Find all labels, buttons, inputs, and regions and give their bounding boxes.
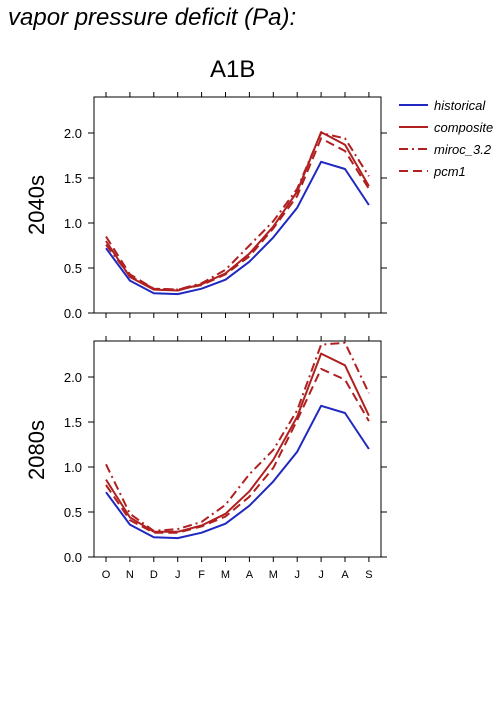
x-tick-label: F	[198, 569, 205, 581]
x-tick-label: S	[365, 569, 372, 581]
x-tick-label: J	[318, 569, 324, 581]
x-tick-label: D	[150, 569, 158, 581]
series-line-composite-2040s	[105, 131, 370, 292]
series-line-pcm1-2080s	[105, 367, 370, 534]
x-tick-label: J	[294, 569, 300, 581]
series-line-pcm1-2040s	[105, 137, 370, 291]
legend-label-pcm1: pcm1	[433, 164, 466, 179]
series-line-miroc-3-2-2080s	[105, 341, 370, 532]
x-tick-label: M	[221, 569, 230, 581]
y-tick-label-2040s: 0.0	[64, 306, 82, 321]
y-tick-label-2040s: 1.5	[64, 171, 82, 186]
series-line-composite-2080s	[105, 352, 370, 533]
legend-label-historical: historical	[434, 98, 486, 113]
plot-frame-2040s	[93, 96, 382, 314]
y-tick-label-2040s: 0.5	[64, 261, 82, 276]
legend-label-miroc-3-2: miroc_3.2	[434, 142, 492, 157]
x-tick-label: A	[246, 569, 254, 581]
series-line-miroc-3-2-2040s	[105, 132, 370, 291]
series-line-historical-2040s	[105, 160, 370, 296]
y-tick-label-2080s: 1.0	[64, 460, 82, 475]
y-tick-label-2080s: 2.0	[64, 370, 82, 385]
chart-main-title: vapor pressure deficit (Pa):	[8, 4, 297, 31]
scenario-title: A1B	[210, 56, 256, 83]
legend-label-composite: composite	[434, 120, 493, 135]
x-tick-label: J	[175, 569, 181, 581]
x-tick-label: O	[102, 569, 111, 581]
y-tick-label-2080s: 1.5	[64, 415, 82, 430]
x-tick-label: A	[341, 569, 349, 581]
y-tick-label-2080s: 0.0	[64, 550, 82, 565]
plot-frame-2080s	[93, 340, 382, 558]
y-tick-label-2040s: 2.0	[64, 126, 82, 141]
x-tick-label: M	[269, 569, 278, 581]
series-line-historical-2080s	[105, 404, 370, 540]
x-tick-label: N	[126, 569, 134, 581]
y-tick-label-2080s: 0.5	[64, 505, 82, 520]
y-tick-label-2040s: 1.0	[64, 216, 82, 231]
